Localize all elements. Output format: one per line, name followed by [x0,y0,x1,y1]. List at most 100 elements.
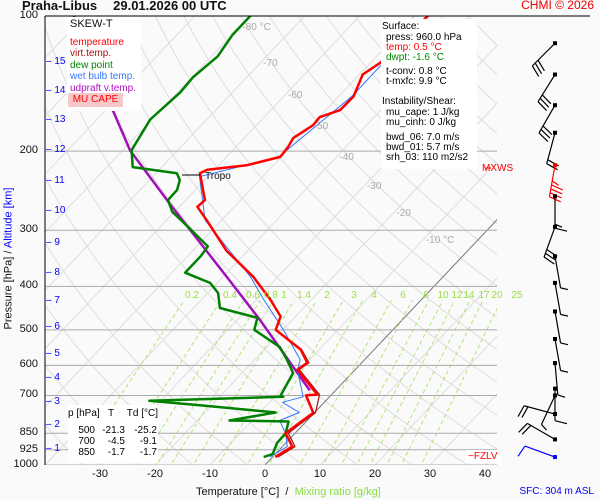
wind-barb-shaft [537,74,556,102]
wind-barb-shaft [554,256,562,288]
legend-dew-point: dew point [70,59,113,71]
x-axis-title: Temperature [°C] [196,486,280,498]
dry-adiabat [183,16,497,351]
mixing-ratio-label: 10 [437,290,449,301]
altitude-value: 7 [54,294,60,306]
isotherm [484,451,497,465]
isotherm-label: -80 °C [242,22,271,33]
wind-barb [553,280,569,317]
isotherm-label: -60 [288,90,303,101]
wind-barb-flag [551,180,559,186]
surface-press: press: 960.0 hPa [386,32,462,43]
altitude-tick-label: – 7 [46,294,60,306]
station-name: Praha-Libus [22,0,98,13]
mixing-ratio-label: 17 [478,290,490,301]
bwd-06: bwd_06: 7.0 m/s [386,132,460,143]
series-wet-bulb-temp-line [199,16,428,458]
table-header: p [hPa] T Td [°C] [68,408,158,420]
mixing-ratio-label: 12 [451,290,463,301]
header-td: Td [°C] [126,408,158,419]
mixing-ratio-label: 4 [371,290,377,301]
y-axis-sep: / [2,250,15,254]
wind-barb-flag [554,420,568,425]
wind-barb-flag [543,256,555,265]
wind-barb-shaft [531,42,556,67]
surface-dwpt: dwpt: -1.6 °C [386,52,444,63]
wind-barbs [517,41,569,460]
isotherm [45,16,361,350]
wind-barb-flag [541,424,547,431]
tropo-label: Tropo [205,171,231,182]
temperature-tick-label: 0 [261,468,269,480]
bwd-01: bwd_01: 5.7 m/s [386,142,460,153]
altitude-value: 2 [54,419,60,431]
altitude-value: 3 [54,396,60,408]
wind-barb-flag [537,59,545,72]
altitude-value: 11 [54,175,65,187]
y-axis-title-2: Altitude [km] [2,187,15,249]
dry-adiabat [45,242,249,465]
isotherm [45,16,251,234]
wind-barb [553,309,569,346]
copyright: CHMI © 2026 [521,0,594,12]
wind-barb [546,130,559,171]
wind-barb [553,386,568,425]
x-axis-title-2: Mixing ratio [g/kg] [294,486,381,498]
surface-tconv: t-conv: 0.8 °C [386,66,447,77]
wind-barb-shaft [546,132,556,164]
mu-cape-badge: MU CAPE [68,93,123,107]
dry-adiabat [45,176,304,465]
dry-adiabat [297,16,497,225]
altitude-value: 14 [54,84,66,96]
temperature-tick-label: -10 [202,468,218,480]
mixing-ratio-line [420,307,497,465]
sfc-label: SFC: 304 m ASL [519,486,594,497]
wind-barb [553,254,569,291]
temperature-tick-label: 20 [368,468,382,480]
dry-adiabat [554,16,600,475]
wind-barb-flag [521,424,532,435]
cell-p: 500 [78,425,95,436]
surface-tmxfc: t-mxfc: 9.9 °C [386,76,447,87]
wind-barb [518,422,557,442]
mixing-ratio-label: 3 [351,290,357,301]
wind-barb [537,72,557,111]
wind-barb-flag [534,62,543,74]
altitude-tick-label: – 15 [46,56,66,68]
wind-barb [517,445,557,460]
isotherm [45,16,306,292]
wind-barb-flag [517,405,525,417]
legend-title: SKEW-T [70,18,113,30]
altitude-tick-label: – 6 [46,321,60,333]
wind-barb-shaft [554,363,559,396]
isotherm-label: -70 [263,58,278,69]
wind-barb-flag [521,406,529,418]
mixing-ratio-label: 0.2 [185,290,199,301]
altitude-tick-label: – 3 [46,396,60,408]
chart-grid [45,16,600,475]
wind-barb-flag [545,252,557,261]
wind-barb-flag [540,129,551,139]
fzlv-text: FZLV [473,451,498,462]
pressure-tick-label: 400 [19,279,38,292]
isotherm [45,16,416,408]
cell-p: 850 [78,447,95,458]
pressure-tick-label: 925 [19,442,38,455]
altitude-tick-label: – 5 [46,347,60,359]
cell-td: -25.2 [134,425,157,436]
surface-temp: temp: 0.5 °C [386,42,442,53]
altitude-value: 8 [54,266,60,278]
mixing-ratio-line [299,300,392,465]
mixing-ratio-label: 0.4 [223,290,237,301]
wind-barb-shaft [540,395,556,425]
pressure-tick-label: 850 [19,426,38,439]
cell-t: -4.5 [107,436,125,447]
mixing-ratio-label: 14 [463,290,475,301]
series-temperature-line [196,16,430,459]
cell-td: -9.1 [139,436,157,447]
altitude-tick-label: – 10 [46,205,66,217]
isotherm-label: -30 [366,181,382,192]
wind-barb [517,405,557,418]
srh-03: srh_03: 110 m2/s2 [386,152,469,163]
